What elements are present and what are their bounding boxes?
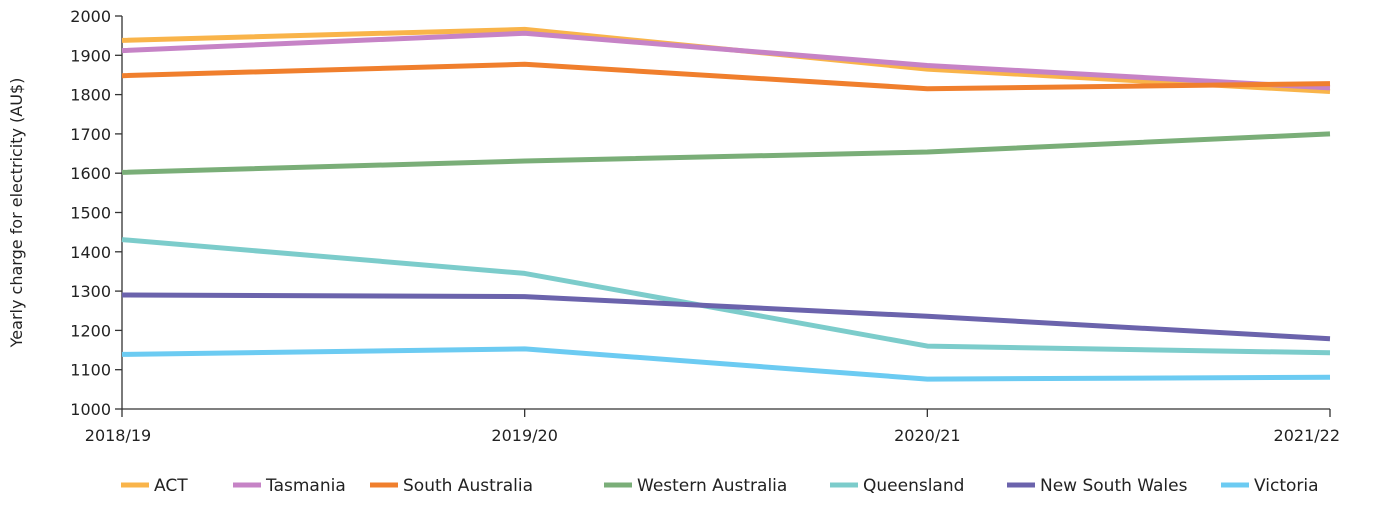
y-axis-title: Yearly charge for electricity (AU$): [7, 78, 26, 349]
y-tick-label: 1100: [70, 361, 111, 380]
y-tick-label: 1200: [70, 321, 111, 340]
y-tick-label: 1700: [70, 125, 111, 144]
axes: 1000 1100 1200 1300 1400 1500 1600 1700 1800 1900…: [7, 7, 1340, 445]
series-line-victoria: [121, 346, 1331, 382]
series-line-queensland: [121, 237, 1331, 356]
y-tick-label: 1000: [70, 400, 111, 419]
x-tick-label: 2021/22: [1274, 426, 1340, 445]
series-line-tasmania: [121, 30, 1331, 91]
y-tick-label: 1900: [70, 46, 111, 65]
series-line-south-australia: [121, 61, 1331, 92]
legend-label-victoria: Victoria: [1254, 476, 1319, 496]
x-tick-label: 2018/19: [85, 426, 151, 445]
legend-label-western-australia: Western Australia: [637, 476, 787, 496]
y-tick-label: 1800: [70, 86, 111, 105]
series-line-act: [121, 26, 1331, 94]
legend-label-queensland: Queensland: [863, 476, 964, 496]
legend-label-new-south-wales: New South Wales: [1040, 476, 1188, 496]
x-tick-label: 2019/20: [491, 426, 557, 445]
legend-label-tasmania: Tasmania: [265, 476, 346, 496]
legend-label-act: ACT: [154, 476, 188, 496]
y-tick-label: 2000: [70, 7, 111, 26]
series-lines: [121, 26, 1331, 382]
y-tick-label: 1600: [70, 164, 111, 183]
series-line-new-south-wales: [121, 292, 1331, 342]
y-tick-label: 1300: [70, 282, 111, 301]
x-tick-label: 2020/21: [894, 426, 960, 445]
y-tick-label: 1500: [70, 204, 111, 223]
series-line-western-australia: [121, 131, 1331, 175]
y-tick-label: 1400: [70, 243, 111, 262]
legend: ACT Tasmania South Australia Western Austra…: [121, 476, 1319, 496]
legend-label-south-australia: South Australia: [403, 476, 533, 496]
